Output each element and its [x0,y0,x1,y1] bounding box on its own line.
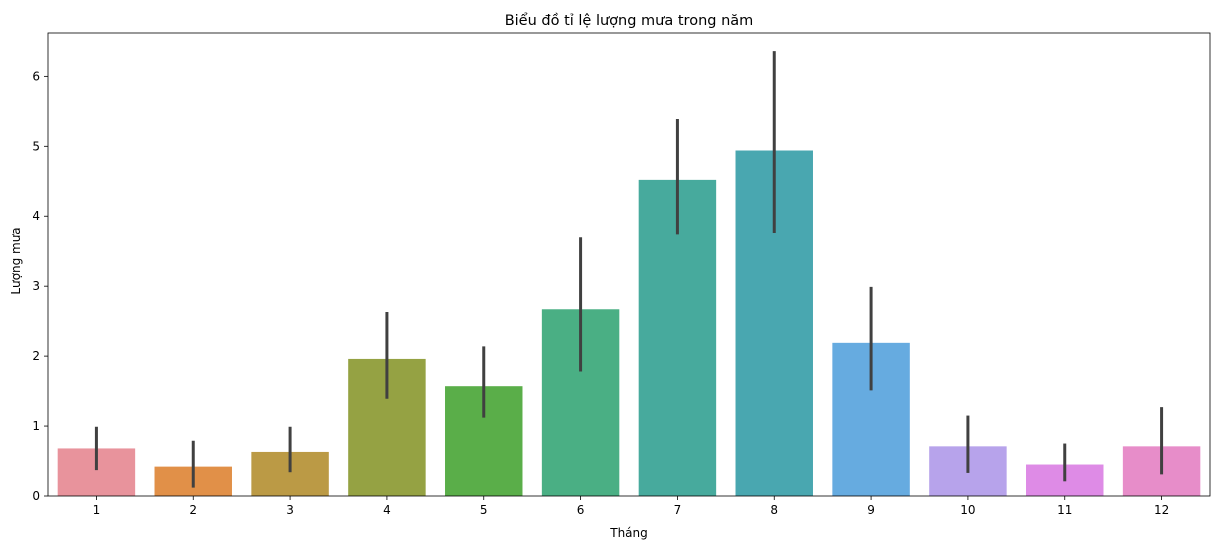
bars-group [57,150,1201,497]
x-tick-label-5: 5 [480,503,488,517]
y-tick-label-0: 0 [32,489,40,503]
y-tick-label-1: 1 [32,419,40,433]
x-tick-label-7: 7 [674,503,682,517]
x-tick-label-12: 12 [1154,503,1169,517]
x-tick-label-10: 10 [960,503,975,517]
y-axis-label: Lượng mưa [9,227,23,294]
x-axis-label: Tháng [609,526,648,540]
x-tick-label-11: 11 [1057,503,1072,517]
x-tick-label-1: 1 [93,503,101,517]
x-axis: 1 2 3 4 5 6 7 8 9 10 11 12 [93,496,1169,517]
x-tick-label-9: 9 [867,503,875,517]
y-tick-label-6: 6 [32,69,40,83]
error-bars-group [94,51,1164,488]
chart-title: Biểu đồ tỉ lệ lượng mưa trong năm [505,12,754,29]
x-tick-label-4: 4 [383,503,391,517]
y-tick-label-4: 4 [32,209,40,223]
y-tick-label-5: 5 [32,139,40,153]
x-tick-label-6: 6 [577,503,585,517]
plot-frame [47,32,1211,497]
x-tick-label-3: 3 [286,503,294,517]
x-tick-label-8: 8 [770,503,778,517]
y-tick-label-2: 2 [32,349,40,363]
y-tick-label-3: 3 [32,279,40,293]
x-tick-label-2: 2 [189,503,197,517]
y-axis: 0 1 2 3 4 5 6 [32,69,48,503]
